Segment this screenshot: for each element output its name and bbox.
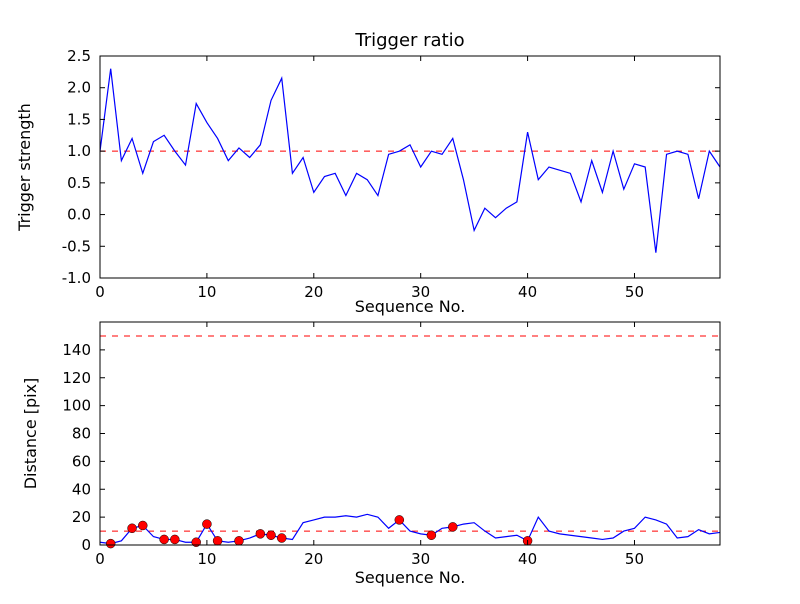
y-axis-label: Trigger strength bbox=[15, 103, 34, 232]
y-tick-label: 80 bbox=[72, 425, 91, 443]
distance-line bbox=[100, 513, 720, 545]
y-tick-label: 0.5 bbox=[67, 174, 91, 192]
x-tick-label: 40 bbox=[518, 283, 537, 301]
y-tick-label: 1.0 bbox=[67, 142, 91, 160]
event-marker bbox=[127, 523, 137, 534]
event-marker bbox=[138, 520, 148, 531]
axes-frame bbox=[99, 55, 721, 279]
x-tick-label: 30 bbox=[411, 550, 430, 568]
trigger-ratio-line bbox=[100, 68, 720, 253]
chart-title: Trigger ratio bbox=[354, 30, 464, 51]
y-tick-label: 100 bbox=[62, 397, 91, 415]
event-marker bbox=[159, 534, 169, 545]
event-marker bbox=[105, 538, 116, 549]
x-tick-label: 10 bbox=[197, 550, 216, 568]
x-tick-label: 20 bbox=[304, 283, 323, 301]
axes-frame bbox=[99, 321, 721, 546]
y-tick-label: 1.5 bbox=[67, 110, 91, 128]
subplot-trigger-ratio: 0 10 20 30 40 50 -1.0 -0.5 0.0 0.5 1.0 1.5 2.0 2.5 Tri… bbox=[15, 30, 721, 316]
y-tick-label: -1.0 bbox=[62, 269, 91, 287]
event-marker bbox=[191, 537, 201, 547]
x-axis-label: Sequence No. bbox=[355, 297, 466, 316]
x-tick-label: 50 bbox=[625, 550, 644, 568]
subplot-distance: 0 10 20 30 40 50 0 20 40 60 80 100 120 140 Sequence No… bbox=[21, 321, 721, 587]
event-marker bbox=[394, 515, 405, 525]
event-marker bbox=[255, 529, 266, 539]
y-tick-label: 60 bbox=[72, 452, 91, 470]
x-tick-label: 20 bbox=[304, 550, 323, 568]
x-tick-label: 40 bbox=[518, 550, 537, 568]
x-tick-label: 0 bbox=[95, 283, 105, 301]
event-marker bbox=[448, 522, 458, 532]
event-marker bbox=[426, 530, 437, 540]
x-tick-label: 50 bbox=[625, 283, 644, 301]
y-tick-label: 2.5 bbox=[67, 47, 91, 65]
x-tick-label: 30 bbox=[411, 283, 430, 301]
event-marker bbox=[234, 536, 244, 546]
y-tick-label: 40 bbox=[72, 480, 91, 498]
y-tick-label: -0.5 bbox=[62, 237, 91, 255]
y-tick-label: 140 bbox=[62, 341, 91, 359]
y-tick-label: 0.0 bbox=[67, 206, 91, 224]
y-tick-label: 20 bbox=[72, 508, 91, 526]
x-tick-label: 0 bbox=[95, 550, 105, 568]
event-marker bbox=[170, 534, 180, 545]
event-marker bbox=[202, 519, 212, 529]
y-axis-label: Distance [pix] bbox=[21, 378, 40, 490]
y-tick-label: 0 bbox=[81, 536, 91, 554]
x-tick-label: 10 bbox=[197, 283, 216, 301]
event-marker bbox=[266, 530, 276, 540]
y-tick-label: 120 bbox=[62, 369, 91, 387]
y-tick-label: 2.0 bbox=[67, 79, 91, 97]
event-marker bbox=[212, 536, 223, 546]
event-marker bbox=[276, 533, 287, 543]
x-axis-label: Sequence No. bbox=[355, 568, 466, 587]
